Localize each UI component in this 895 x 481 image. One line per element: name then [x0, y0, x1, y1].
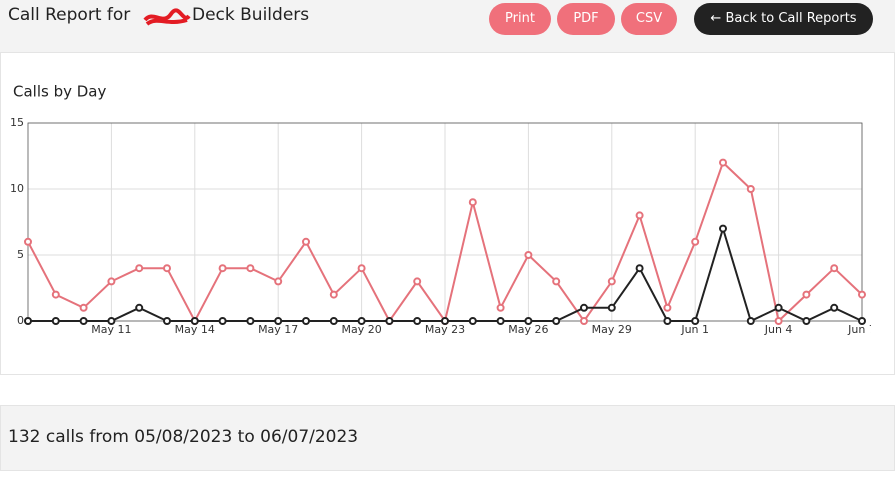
point — [302, 237, 310, 246]
point — [635, 211, 644, 220]
back-button[interactable]: ← Back to Call Reports — [694, 3, 873, 35]
point — [858, 290, 866, 299]
point — [329, 317, 338, 325]
header: Call Report for Deck Builders Print PDF … — [0, 0, 895, 52]
point — [274, 317, 283, 325]
point — [246, 264, 255, 273]
point — [79, 317, 88, 325]
point — [663, 303, 672, 312]
arrow-icon: ← — [710, 11, 726, 26]
point — [329, 290, 338, 299]
x-tick-label: Jun 1 — [680, 323, 709, 336]
print-button[interactable]: Print — [489, 3, 551, 35]
point — [830, 303, 839, 312]
x-tick-label: May 23 — [425, 323, 465, 336]
point — [357, 317, 366, 325]
point — [635, 264, 644, 273]
point — [607, 303, 616, 312]
point — [190, 317, 199, 325]
chart: Calls by Day 0 5 10 15 May 11 May 14 May 17 May… — [10, 83, 876, 337]
x-tick-label: May 20 — [341, 323, 381, 336]
point — [746, 317, 755, 325]
point — [357, 264, 366, 273]
title: Deck Builders — [192, 5, 310, 25]
point — [218, 317, 227, 325]
point — [385, 317, 394, 325]
point — [552, 277, 561, 286]
summary-card: 132 calls from 05/08/2023 to 06/07/2023 — [0, 405, 895, 471]
point — [524, 251, 533, 259]
point — [51, 317, 60, 325]
point — [580, 303, 588, 312]
point — [24, 237, 32, 246]
point — [302, 317, 310, 325]
point — [496, 317, 505, 325]
x-tick-label: May 11 — [91, 323, 131, 336]
y-tick-label: 0 — [17, 314, 24, 327]
point — [552, 317, 561, 325]
point — [691, 317, 700, 325]
point — [524, 317, 533, 325]
point — [719, 158, 727, 167]
point — [580, 317, 588, 325]
y-tick-label: 10 — [10, 182, 24, 195]
point — [496, 303, 505, 312]
chart-card: Calls by Day 0 5 10 15 May 11 May 14 May 17 May… — [0, 52, 895, 375]
point — [413, 317, 422, 325]
summary: 132 calls from 05/08/2023 to 06/07/2023 — [8, 427, 359, 447]
point — [107, 277, 116, 286]
x-tick-label: May 17 — [258, 323, 298, 336]
point — [218, 264, 227, 273]
x-tick-label: May 14 — [175, 323, 215, 336]
point — [24, 317, 32, 325]
pdf-button[interactable]: PDF — [557, 3, 615, 35]
point — [135, 303, 144, 312]
point — [746, 185, 755, 193]
y-tick-label: 5 — [17, 248, 24, 261]
point — [246, 317, 255, 325]
point — [691, 237, 700, 246]
point — [468, 198, 477, 207]
y-tick-label: 15 — [10, 116, 24, 129]
point — [107, 317, 116, 325]
point — [858, 317, 866, 325]
point — [135, 264, 144, 273]
chart-title: Calls by Day — [13, 83, 106, 101]
csv-button[interactable]: CSV — [621, 3, 677, 35]
point — [719, 224, 727, 233]
point — [51, 290, 60, 299]
point — [774, 317, 783, 325]
x-tick-label: Jun 4 — [764, 323, 793, 336]
x-tick-label: Jun 7 — [847, 323, 871, 336]
redaction — [143, 8, 191, 26]
point — [830, 264, 839, 273]
x-tick-label: May 29 — [592, 323, 632, 336]
point — [163, 264, 171, 273]
x-tick-label: May 26 — [508, 323, 548, 336]
point — [802, 290, 811, 299]
point — [441, 317, 449, 325]
point — [468, 317, 477, 325]
point — [607, 277, 616, 286]
point — [274, 277, 283, 286]
point — [774, 303, 783, 312]
point — [163, 317, 171, 325]
back-label: Back to Call Reports — [725, 11, 857, 26]
point — [413, 277, 422, 286]
title: Call Report for — [8, 5, 131, 25]
point — [663, 317, 672, 325]
point — [79, 303, 88, 312]
point — [802, 317, 811, 325]
